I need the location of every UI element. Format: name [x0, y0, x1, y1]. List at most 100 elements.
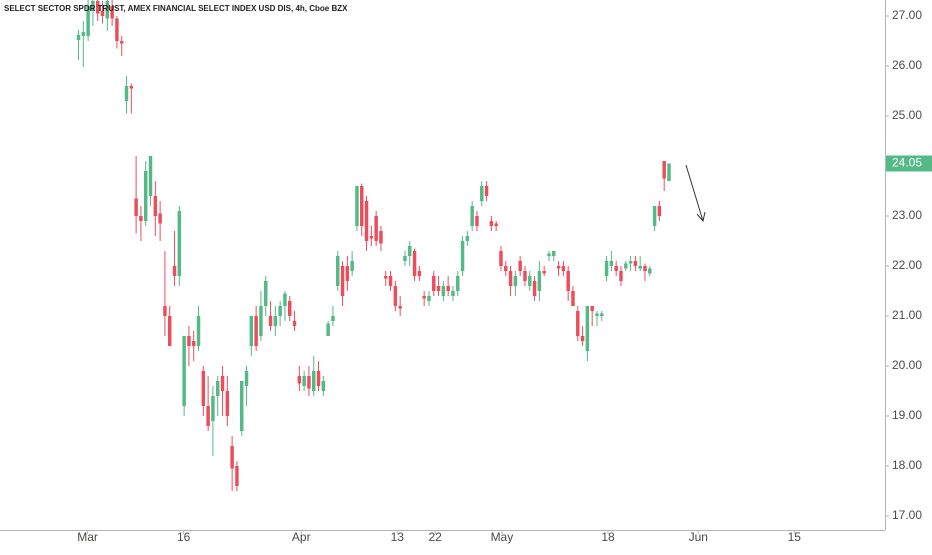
candle-body — [638, 266, 642, 269]
candle-body — [167, 316, 172, 346]
candle-body — [115, 18, 119, 41]
candle-body — [105, 0, 110, 19]
candle-body — [609, 261, 614, 266]
y-tick-label: 27.00 — [892, 8, 922, 22]
candle-body — [412, 251, 417, 276]
candle-body — [489, 221, 494, 226]
candle-body — [571, 291, 575, 306]
candle-body — [240, 381, 244, 431]
candle-body — [369, 236, 374, 239]
candle-body — [244, 371, 249, 386]
y-tick-label: 19.00 — [892, 408, 922, 422]
candle-body — [518, 261, 522, 271]
candle-body — [432, 276, 436, 291]
candle-body — [441, 286, 446, 296]
candle-body — [95, 0, 100, 14]
x-tick-label: 16 — [177, 530, 191, 544]
candle-body — [249, 316, 254, 346]
candle-body — [187, 336, 191, 346]
candle-body — [585, 306, 590, 351]
candle-body — [182, 336, 186, 406]
candle-body — [384, 276, 388, 279]
candle-body — [643, 266, 647, 271]
x-tick-label: May — [491, 530, 514, 544]
candle-body — [652, 206, 657, 226]
candle-body — [129, 86, 134, 89]
candle-body — [264, 281, 268, 306]
candle-body — [523, 271, 527, 281]
x-tick-label: 18 — [601, 530, 615, 544]
candle-body — [360, 186, 364, 226]
candle-body — [163, 306, 167, 316]
candle-body — [494, 223, 498, 226]
plot-area — [76, 0, 671, 491]
candle-body — [312, 371, 316, 391]
x-tick-label: 13 — [391, 530, 405, 544]
candle-body — [364, 201, 369, 241]
candle-body — [470, 206, 474, 226]
candle-body — [259, 306, 263, 336]
candle-body — [220, 376, 225, 391]
candle-body — [604, 261, 609, 276]
candle-body — [196, 316, 201, 346]
chart-title: SELECT SECTOR SPDR TRUST, AMEX FINANCIAL… — [4, 4, 348, 13]
candle-body — [143, 171, 148, 221]
candle-body — [576, 311, 580, 336]
candle-body — [561, 266, 566, 271]
candle-body — [624, 263, 628, 269]
candle-body — [408, 246, 412, 256]
candle-body — [547, 253, 551, 256]
candle-body — [216, 381, 220, 396]
candle-body — [278, 306, 282, 316]
candle-body — [614, 266, 618, 271]
y-tick-label: 18.00 — [892, 458, 922, 472]
candle-body — [451, 291, 455, 296]
candle-body — [119, 41, 124, 44]
y-tick-label: 25.00 — [892, 108, 922, 122]
candle-body — [283, 293, 287, 306]
x-tick-label: Jun — [689, 530, 708, 544]
candle-body — [110, 6, 114, 19]
candle-body — [398, 306, 402, 309]
candle-body — [201, 371, 206, 406]
candle-body — [580, 336, 585, 341]
candle-body — [321, 381, 326, 391]
x-tick-label: 22 — [428, 530, 442, 544]
candle-body — [475, 216, 479, 226]
candle-body — [484, 186, 489, 196]
candle-body — [374, 216, 378, 241]
candle-body — [403, 256, 407, 261]
candle-body — [345, 266, 350, 281]
candle-body — [302, 376, 306, 386]
candle-body — [528, 276, 532, 286]
candle-body — [316, 371, 321, 386]
candle-body — [388, 276, 393, 286]
candle-body — [537, 271, 542, 291]
candle-body — [225, 391, 230, 416]
y-tick-label: 17.00 — [892, 508, 922, 522]
candle-body — [648, 268, 652, 274]
candle-body — [254, 316, 258, 346]
candle-body — [336, 256, 340, 286]
candle-body — [422, 296, 426, 299]
x-tick-label: Mar — [77, 530, 98, 544]
y-tick-label: 22.00 — [892, 258, 922, 272]
candle-body — [619, 271, 623, 281]
candle-body — [552, 251, 556, 256]
candle-body — [307, 376, 311, 389]
candle-body — [331, 316, 335, 321]
candle-body — [172, 266, 177, 276]
candle-body — [436, 286, 441, 291]
candle-body — [81, 32, 86, 36]
candle-body — [662, 161, 666, 179]
candle-body — [379, 231, 383, 244]
candle-body — [235, 466, 239, 486]
candle-body — [590, 306, 594, 311]
candle-body — [465, 236, 470, 241]
candle-body — [139, 216, 143, 221]
candle-body — [91, 0, 95, 11]
candle-body — [417, 271, 422, 276]
